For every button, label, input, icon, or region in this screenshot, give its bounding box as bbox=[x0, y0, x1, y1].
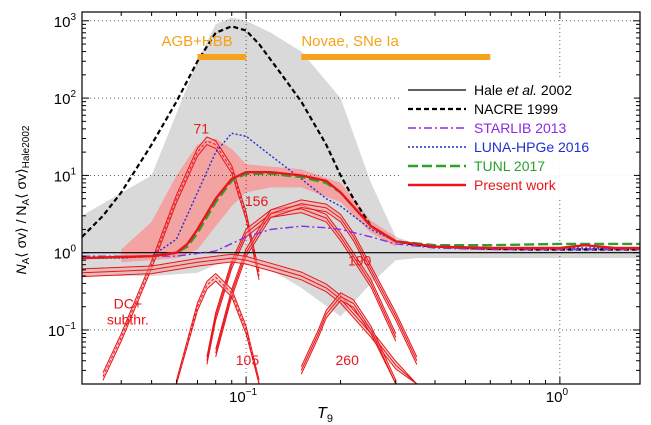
x-axis-label: T9 bbox=[317, 405, 333, 425]
component-label-2: 190 bbox=[348, 253, 372, 269]
component-line-4 bbox=[176, 276, 260, 384]
legend-label-3: LUNA-HPGe 2016 bbox=[474, 139, 589, 155]
y-tick-base-4: 10 bbox=[54, 14, 71, 31]
y-tick-exp-3: 2 bbox=[70, 89, 76, 100]
y-tick-label-0: 10−1 bbox=[48, 321, 77, 340]
series-line-4 bbox=[82, 172, 640, 260]
legend-label-0-ital: et al. bbox=[507, 82, 537, 98]
x-tick-exp-1: 0 bbox=[562, 387, 568, 398]
component-label-5: 260 bbox=[336, 352, 360, 368]
resonance-components bbox=[82, 136, 418, 384]
series-line-5 bbox=[82, 171, 640, 260]
component-label-1: 156 bbox=[245, 193, 269, 209]
legend-background bbox=[402, 80, 634, 198]
component-line-5 bbox=[300, 295, 397, 384]
legend-label-2: STARLIB 2013 bbox=[474, 120, 567, 136]
y-tick-exp-0: −1 bbox=[65, 321, 77, 332]
component-label-3: DC+ subthr. bbox=[107, 295, 149, 327]
band-0 bbox=[82, 17, 640, 317]
y-tick-label-1: 100 bbox=[54, 244, 77, 263]
legend-label-0-pre: Hale bbox=[474, 82, 507, 98]
annotation-bar-1 bbox=[301, 54, 491, 60]
x-tick-label-0: 10−1 bbox=[229, 387, 258, 406]
component-upper-4 bbox=[176, 272, 260, 381]
series-line-2 bbox=[82, 225, 640, 257]
y-tick-base-0: 10 bbox=[48, 323, 65, 340]
component-line-2 bbox=[215, 203, 418, 361]
y-tick-label-3: 102 bbox=[54, 89, 77, 108]
component-line-0 bbox=[102, 140, 260, 377]
annotation-label-1: Novae, SNe Ia bbox=[301, 33, 399, 50]
y-tick-label-2: 101 bbox=[54, 166, 77, 185]
x-tick-label-1: 100 bbox=[546, 387, 569, 406]
legend-label-1: NACRE 1999 bbox=[474, 101, 558, 117]
y-tick-base-3: 10 bbox=[54, 91, 71, 108]
component-upper-5 bbox=[300, 292, 397, 381]
series-line-3 bbox=[82, 132, 640, 259]
y-tick-base-2: 10 bbox=[54, 168, 71, 185]
x-tick-base-0: 10 bbox=[229, 389, 246, 406]
component-lower-5 bbox=[300, 299, 397, 384]
x-tick-exp-0: −1 bbox=[246, 387, 258, 398]
component-band-2 bbox=[215, 199, 417, 365]
y-axis-label: NA⟨ σv⟩ / NA⟨ σv⟩Hale2002 bbox=[13, 125, 32, 274]
legend-label-4: TUNL 2017 bbox=[474, 158, 545, 174]
y-tick-exp-4: 3 bbox=[70, 12, 76, 23]
astro-site-annotations: AGB+HBB Novae, SNe Ia bbox=[161, 33, 491, 60]
component-lower-1 bbox=[206, 212, 397, 365]
series-lines bbox=[82, 25, 640, 260]
y-tick-base-1: 10 bbox=[54, 246, 71, 263]
y-tick-exp-2: 1 bbox=[70, 166, 76, 177]
component-label-3-line-1: subthr. bbox=[107, 311, 149, 327]
annotation-label-0: AGB+HBB bbox=[161, 33, 232, 50]
component-label-0: 71 bbox=[194, 120, 210, 136]
legend: Hale et al. 2002 NACRE 1999 STARLIB 2013 LU… bbox=[402, 80, 634, 198]
component-label-3-line-0: DC+ bbox=[114, 295, 142, 311]
x-tick-base-1: 10 bbox=[546, 389, 563, 406]
legend-label-0-post: 2002 bbox=[537, 82, 572, 98]
legend-label-0: Hale et al. 2002 bbox=[474, 82, 572, 98]
component-band-5 bbox=[301, 292, 396, 384]
component-lower-2 bbox=[215, 206, 418, 365]
component-lower-0 bbox=[102, 143, 260, 381]
component-label-4: 105 bbox=[236, 352, 260, 368]
component-upper-0 bbox=[102, 136, 260, 373]
y-tick-exp-1: 0 bbox=[70, 244, 76, 255]
component-lower-4 bbox=[176, 280, 260, 384]
plot-frame bbox=[81, 11, 641, 385]
y-tick-label-4: 103 bbox=[54, 12, 77, 31]
annotation-bar-0 bbox=[197, 54, 247, 60]
legend-label-5: Present work bbox=[474, 177, 557, 193]
